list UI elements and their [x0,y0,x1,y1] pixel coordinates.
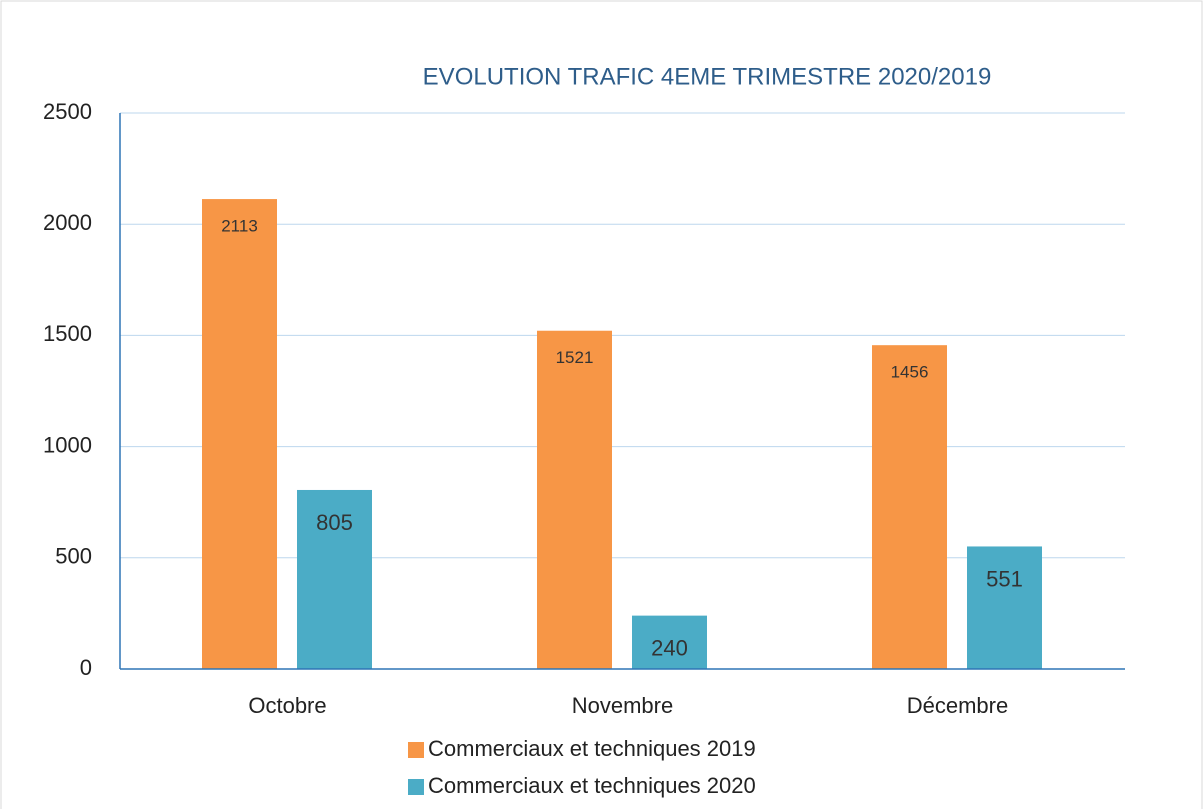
data-label: 2113 [221,217,258,236]
legend-label: Commerciaux et techniques 2019 [428,736,756,761]
y-tick-label: 500 [55,544,92,569]
bar [632,615,707,669]
y-tick-label: 2000 [43,210,92,235]
y-tick-label: 2500 [43,99,92,124]
y-tick-label: 1500 [43,321,92,346]
data-label: 1456 [891,363,929,382]
chart-title: EVOLUTION TRAFIC 4EME TRIMESTRE 2020/201… [423,63,992,90]
legend-label: Commerciaux et techniques 2020 [428,773,756,798]
bar [872,345,947,669]
bar [202,199,277,670]
x-tick-label: Novembre [572,693,673,718]
bar [967,546,1042,669]
x-tick-label: Octobre [248,693,326,718]
legend-swatch [408,779,424,795]
data-label: 240 [651,635,688,660]
data-label: 551 [986,566,1023,591]
data-label: 1521 [556,348,594,367]
legend-swatch [408,742,424,758]
data-label: 805 [316,510,353,535]
bar [297,489,372,669]
bar [537,330,612,669]
y-tick-label: 1000 [43,432,92,457]
x-tick-label: Décembre [907,693,1008,718]
y-tick-label: 0 [80,655,92,680]
